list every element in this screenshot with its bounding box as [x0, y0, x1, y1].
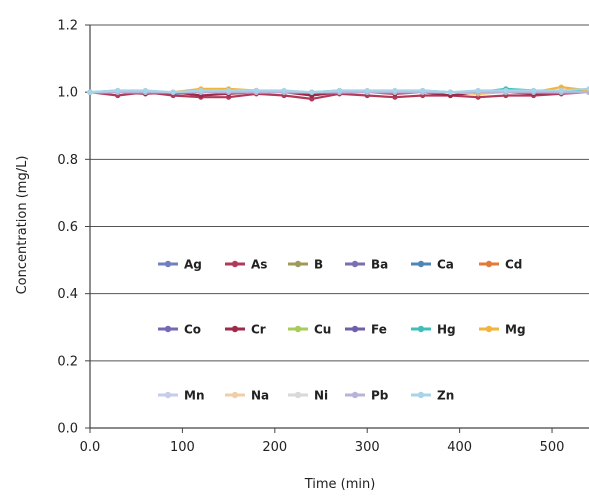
legend-label-as: As: [251, 258, 267, 272]
legend-label-b: B: [314, 258, 323, 272]
x-tick-label: 100: [170, 440, 195, 455]
legend-marker-co: [164, 325, 172, 333]
x-tick-label: 400: [447, 440, 472, 455]
y-axis-label: Concentration (mg/L): [15, 156, 30, 295]
legend-label-hg: Hg: [437, 323, 456, 337]
grid-lines: [90, 24, 589, 362]
data-point-zn: [281, 87, 287, 94]
legend-marker-b: [294, 260, 302, 268]
legend-label-mn: Mn: [184, 389, 204, 403]
data-point-zn: [586, 86, 589, 92]
legend-label-zn: Zn: [437, 389, 454, 403]
legend-marker-ag: [164, 260, 172, 268]
data-point-zn: [420, 87, 426, 94]
axes: 0.0 0.2 0.4 0.6 0.8 1.0 1.2 0.0 100 200 300 400 500: [57, 19, 589, 455]
legend-marker-pb: [351, 391, 359, 399]
data-point-zn: [364, 87, 370, 94]
legend-marker-mn: [164, 391, 172, 399]
series-lines: [87, 84, 589, 102]
legend: Ag As B Ba Ca Cd Co Cr Cu Fe Hg Mg Mn Na Ni Pb Zn: [158, 258, 526, 403]
y-tick-label: 0.8: [57, 153, 78, 168]
legend-marker-zn: [417, 391, 425, 399]
legend-marker-cr: [231, 325, 239, 333]
legend-label-ag: Ag: [184, 258, 202, 272]
data-point-zn: [447, 89, 453, 95]
legend-label-fe: Fe: [371, 323, 387, 337]
legend-label-na: Na: [251, 389, 269, 403]
y-tick-label: 0.6: [57, 220, 78, 235]
x-tick-label: 0.0: [80, 440, 101, 455]
legend-label-pb: Pb: [371, 389, 389, 403]
legend-marker-mg: [485, 325, 493, 333]
data-point-zn: [253, 87, 259, 94]
x-tick-label: 200: [262, 440, 287, 455]
legend-label-ni: Ni: [314, 389, 328, 403]
legend-marker-cu: [294, 325, 302, 333]
y-tick-label: 0.2: [57, 354, 78, 369]
data-point-zn: [309, 89, 315, 95]
legend-label-mg: Mg: [505, 323, 526, 337]
x-axis-label: Time (min): [304, 477, 376, 492]
data-point-zn: [115, 87, 121, 94]
legend-marker-hg: [417, 325, 425, 333]
data-point-zn: [336, 87, 343, 94]
data-point-zn: [226, 87, 232, 94]
legend-label-cd: Cd: [505, 258, 522, 272]
x-tick-label: 500: [540, 440, 565, 455]
legend-marker-ni: [294, 391, 302, 399]
x-tick-label: 300: [355, 440, 380, 455]
data-point-zn: [170, 89, 176, 95]
legend-label-cr: Cr: [251, 323, 266, 337]
data-point-zn: [198, 87, 204, 94]
data-point-zn: [142, 87, 149, 94]
legend-marker-fe: [351, 325, 359, 333]
data-point-zn: [530, 87, 537, 94]
data-point-zn: [87, 89, 93, 95]
legend-marker-as: [231, 260, 239, 268]
legend-marker-ba: [351, 260, 359, 268]
y-tick-label: 1.0: [57, 86, 78, 101]
data-point-zn: [475, 87, 481, 94]
legend-label-cu: Cu: [314, 323, 331, 337]
legend-marker-cd: [485, 260, 493, 268]
legend-label-ca: Ca: [437, 258, 454, 272]
data-point-zn: [558, 87, 564, 94]
y-tick-label: 1.2: [57, 19, 78, 34]
legend-marker-na: [231, 391, 239, 399]
legend-label-ba: Ba: [371, 258, 388, 272]
legend-label-co: Co: [184, 323, 201, 337]
data-point-zn: [392, 87, 398, 94]
y-tick-label: 0.0: [57, 422, 78, 437]
data-point-zn: [503, 87, 509, 94]
y-tick-label: 0.4: [57, 287, 78, 302]
legend-marker-ca: [417, 260, 425, 268]
